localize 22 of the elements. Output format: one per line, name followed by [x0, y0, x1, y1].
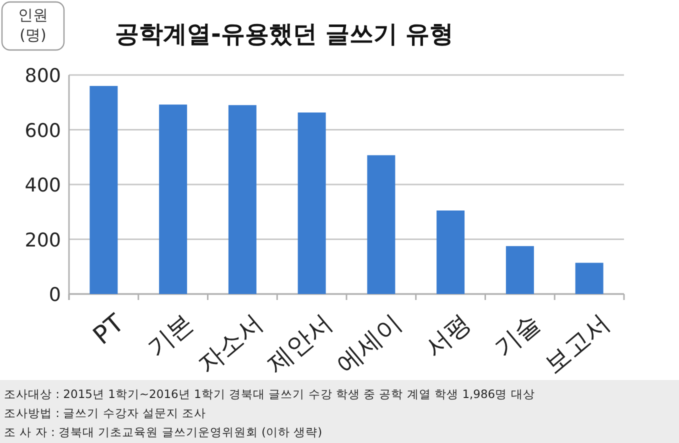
- bar: [298, 112, 326, 294]
- text: 조사방법 : 글쓰기 수강자 설문지 조사: [4, 406, 206, 420]
- bar: [90, 86, 118, 294]
- text: 조사대상 : 2015년 1학기~2016년 1학기 경북대 글쓰기 수강 학생 중 공학 계열 학생 1,986명 대상: [4, 387, 535, 401]
- bar: [228, 105, 256, 294]
- y-tick-label: 0: [48, 284, 61, 306]
- x-tick-label: 서평: [419, 308, 476, 363]
- chart-title: 공학계열-유용했던 글쓰기 유형: [115, 20, 454, 48]
- x-tick-label: PT: [87, 308, 130, 350]
- bar: [367, 155, 396, 294]
- y-tick-label: 800: [24, 65, 61, 87]
- bar: [159, 104, 188, 294]
- bar: [506, 246, 534, 294]
- y-tick-label: 600: [24, 120, 61, 142]
- y-tick-label: 400: [24, 174, 61, 196]
- x-tick-label: 기술: [488, 308, 546, 363]
- text: 조 사 자 : 경북대 기초교육원 글쓰기운영위원회 (이하 생략): [4, 425, 322, 439]
- y-axis-title: 인원 (명): [18, 6, 48, 44]
- x-tick-label: 기본: [142, 308, 199, 363]
- bar: [436, 210, 465, 294]
- y-tick-label: 200: [24, 229, 61, 252]
- bar: [575, 262, 604, 294]
